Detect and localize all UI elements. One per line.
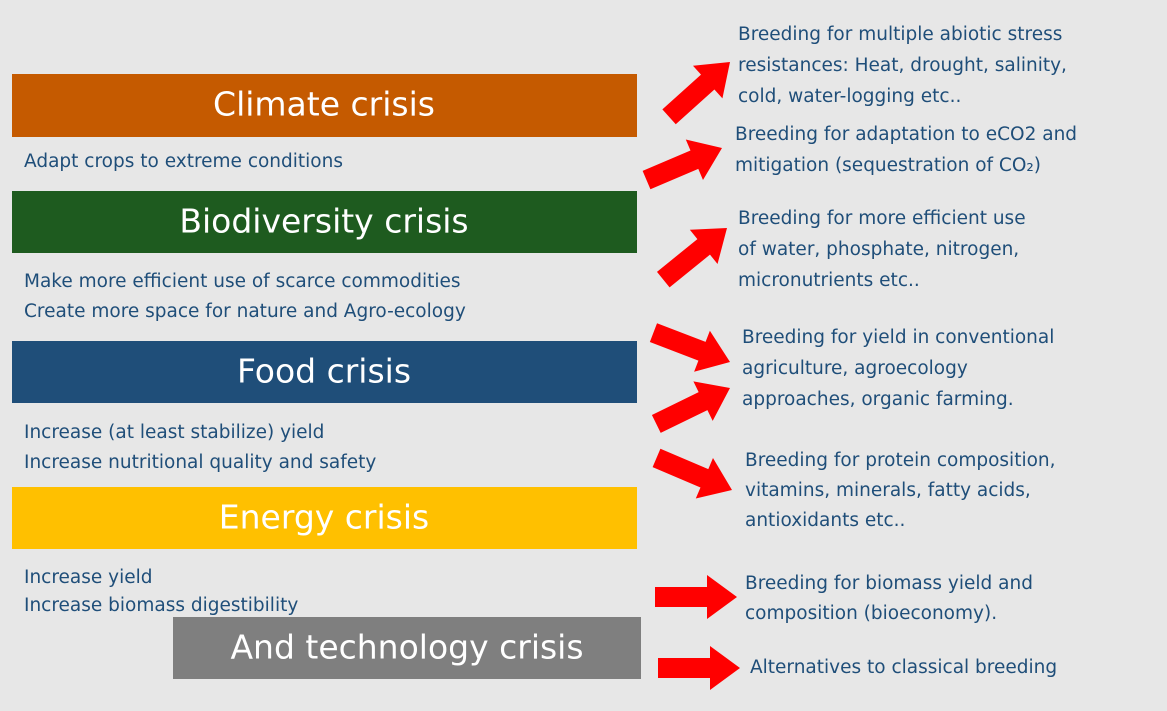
food-box [12, 341, 637, 403]
sub-text: Increase biomass digestibility [24, 595, 298, 616]
technology-box [173, 617, 641, 679]
energy-box [12, 487, 637, 549]
box-title: And technology crisis [230, 628, 583, 667]
sub-text: Create more space for nature and Agro-ec… [24, 301, 466, 322]
outcome-text: Breeding for yield in conventional [742, 327, 1054, 348]
outcome-text: Breeding for protein composition, [745, 450, 1056, 471]
climate-box [12, 74, 637, 137]
sub-text: Adapt crops to extreme conditions [24, 151, 343, 172]
sub-text: Increase yield [24, 567, 153, 588]
sub-text: Make more efficient use of scarce commod… [24, 271, 461, 292]
outcome-text: micronutrients etc.. [738, 270, 920, 291]
sub-text: Increase nutritional quality and safety [24, 452, 376, 473]
outcome-text: Breeding for adaptation to eCO2 and [735, 124, 1077, 145]
biodiversity-box [12, 191, 637, 253]
box-title: Biodiversity crisis [179, 202, 468, 241]
outcome-text: vitamins, minerals, fatty acids, [745, 480, 1031, 501]
outcome-text: mitigation (sequestration of CO₂) [735, 155, 1041, 176]
box-title: Food crisis [237, 352, 411, 391]
outcome-text: resistances: Heat, drought, salinity, [738, 55, 1067, 76]
box-title: Energy crisis [219, 498, 429, 537]
outcome-text: composition (bioeconomy). [745, 603, 997, 624]
outcome-text: agriculture, agroecology [742, 358, 968, 379]
outcome-text: Breeding for more efficient use [738, 208, 1026, 229]
outcome-text: Alternatives to classical breeding [750, 657, 1057, 678]
outcome-text: antioxidants etc.. [745, 510, 905, 531]
outcome-text: approaches, organic farming. [742, 389, 1014, 410]
outcome-text: Breeding for multiple abiotic stress [738, 24, 1062, 45]
sub-text: Increase (at least stabilize) yield [24, 422, 324, 443]
outcome-text: Breeding for biomass yield and [745, 573, 1033, 594]
outcome-text: of water, phosphate, nitrogen, [738, 239, 1019, 260]
outcome-text: cold, water-logging etc.. [738, 86, 961, 107]
box-title: Climate crisis [213, 85, 435, 124]
